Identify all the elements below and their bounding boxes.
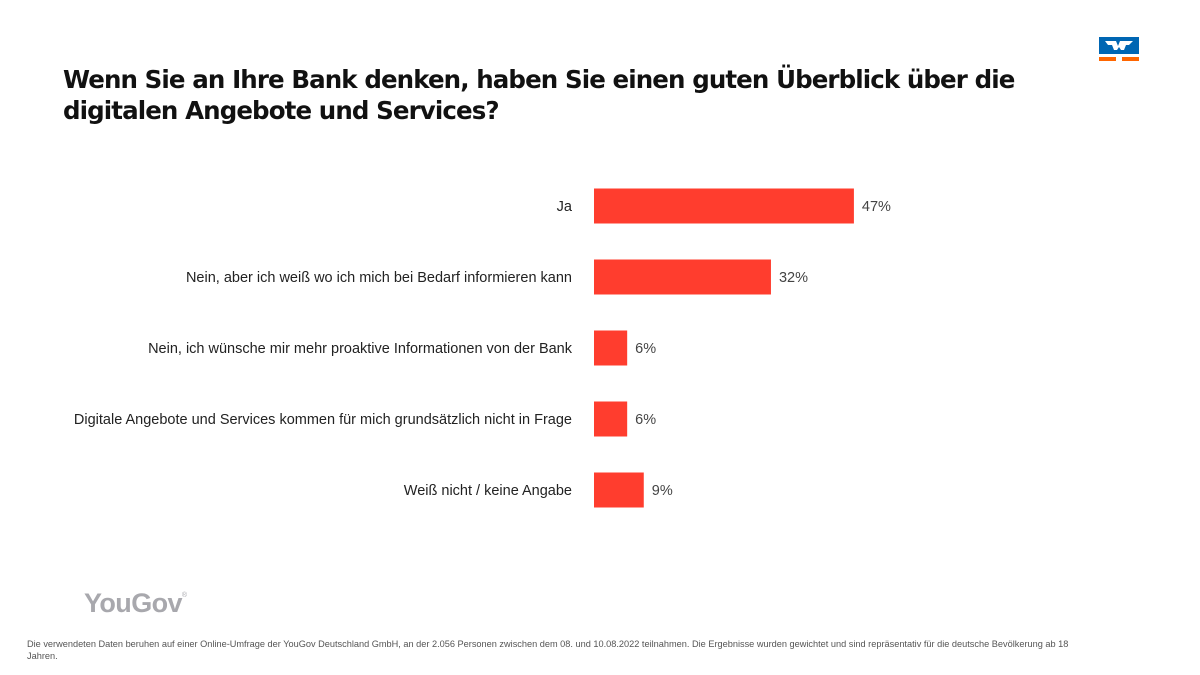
yougov-logo: YouGov® (84, 588, 187, 619)
logo-wing-mark (1105, 41, 1133, 50)
value-label: 6% (635, 412, 656, 428)
source-footnote: Die verwendeten Daten beruhen auf einer … (27, 639, 1069, 661)
bar (594, 330, 628, 366)
category-label: Weiß nicht / keine Angabe (404, 483, 572, 499)
bank-logo-icon (1099, 37, 1139, 62)
value-label: 9% (652, 483, 673, 499)
chart-title: Wenn Sie an Ihre Bank denken, haben Sie … (63, 65, 1015, 125)
value-label: 32% (779, 270, 808, 286)
category-label: Ja (557, 199, 573, 215)
value-label: 6% (635, 341, 656, 357)
category-label: Nein, ich wünsche mir mehr proaktive Inf… (148, 341, 573, 357)
yougov-logo-text: YouGov (84, 588, 183, 618)
bar (594, 472, 644, 508)
registered-mark: ® (181, 592, 187, 599)
logo-orange-bar-left (1099, 57, 1116, 61)
category-label: Nein, aber ich weiß wo ich mich bei Beda… (186, 270, 572, 286)
bar (594, 188, 854, 224)
bar (594, 401, 628, 437)
value-label: 47% (862, 199, 891, 215)
category-label: Digitale Angebote und Services kommen fü… (74, 412, 572, 428)
bar (594, 259, 771, 295)
logo-orange-bar-right (1122, 57, 1139, 61)
